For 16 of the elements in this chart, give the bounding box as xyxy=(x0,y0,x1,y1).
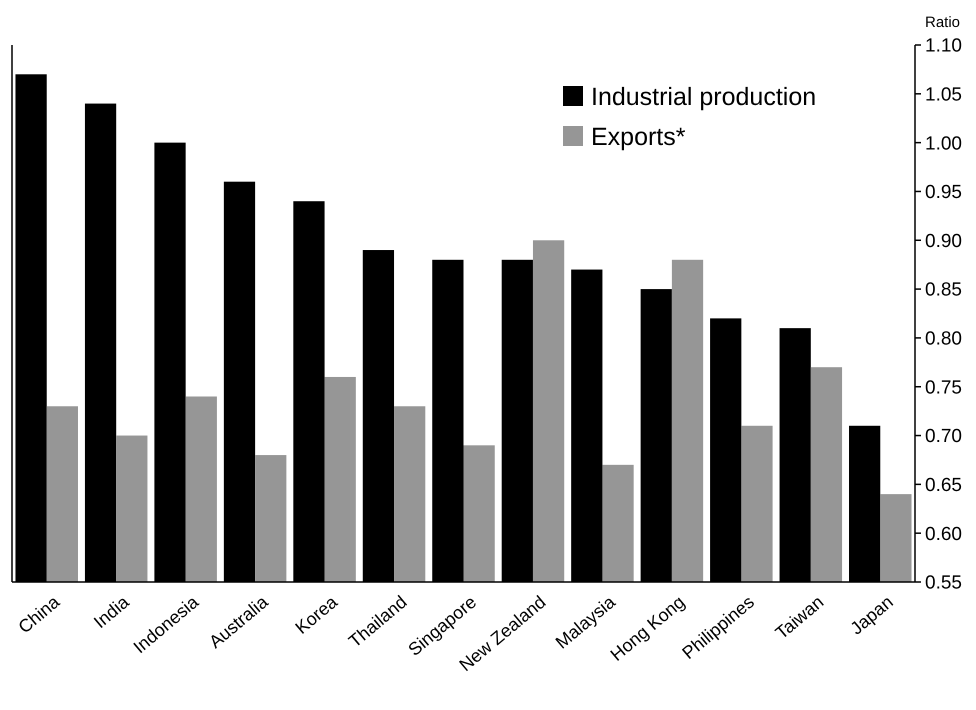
y-tick-label: 1.10 xyxy=(925,36,962,57)
legend-label: Industrial production xyxy=(591,82,816,111)
y-tick-label: 0.70 xyxy=(925,426,962,448)
y-tick-label: 0.60 xyxy=(925,524,962,545)
y-tick-label: 1.05 xyxy=(925,84,962,106)
y-tick-label: 0.95 xyxy=(925,182,962,204)
y-tick-label: 0.80 xyxy=(925,328,962,350)
y-axis-title: Ratio xyxy=(925,14,960,31)
legend-label: Exports* xyxy=(591,122,686,151)
y-tick-label: 0.55 xyxy=(925,572,962,594)
y-tick-label: 0.65 xyxy=(925,475,962,496)
y-tick-label: 0.85 xyxy=(925,280,962,301)
y-tick-label: 0.90 xyxy=(925,230,962,252)
x-tick-label: India xyxy=(90,591,134,632)
y-tick-label: 0.75 xyxy=(925,377,962,398)
y-tick-label: 1.00 xyxy=(925,133,962,154)
